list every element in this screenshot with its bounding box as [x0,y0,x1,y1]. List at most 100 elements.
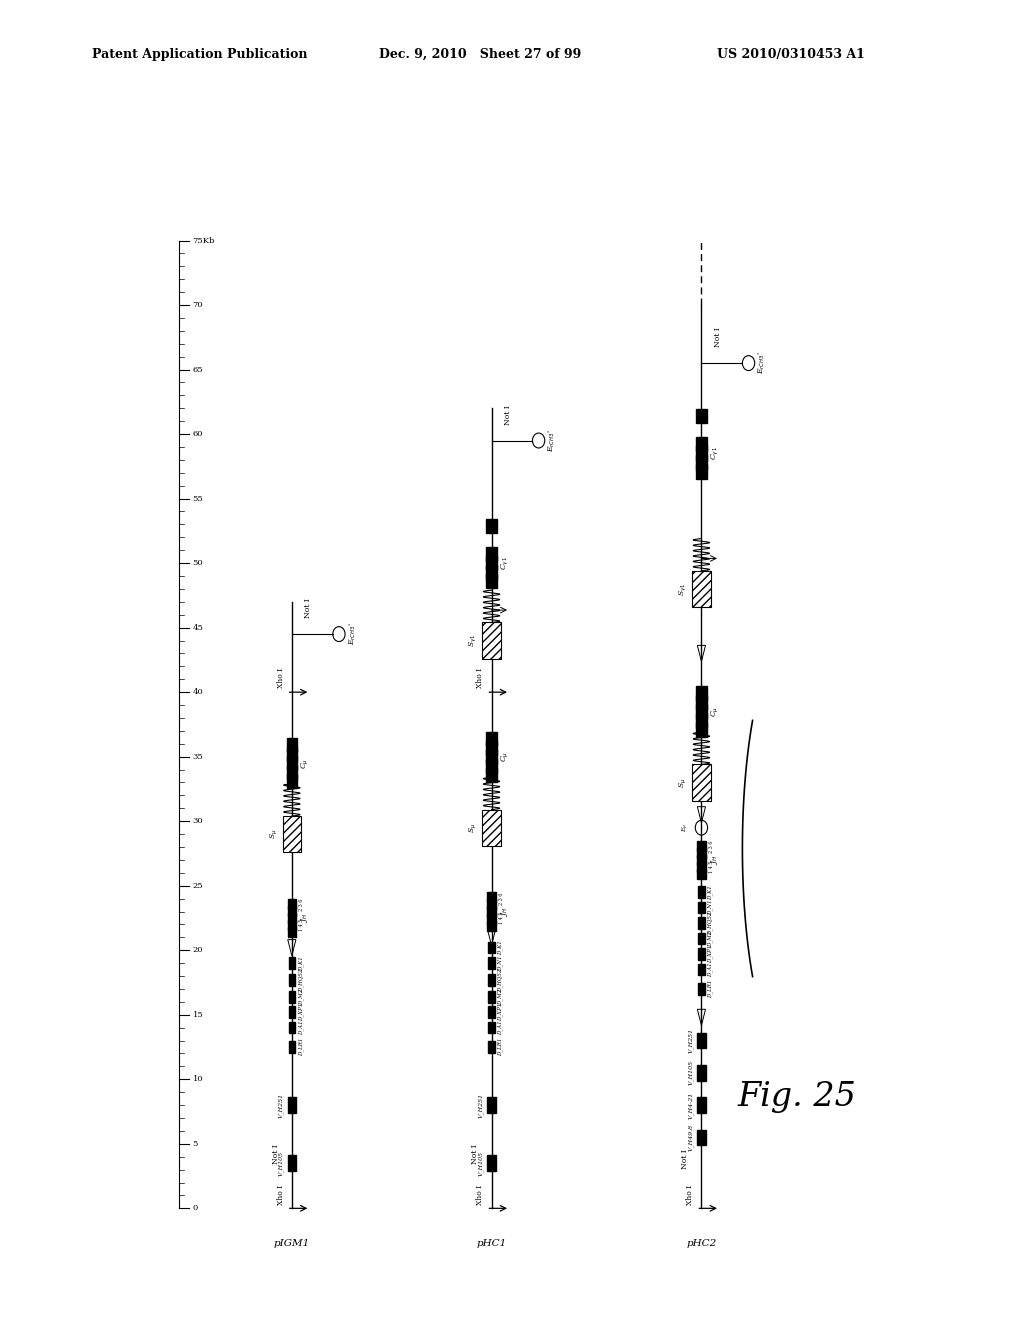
Text: D_XP1: D_XP1 [498,1003,503,1022]
Text: Fig. 25: Fig. 25 [737,1081,856,1113]
Bar [488,1006,495,1018]
Bar [288,927,296,937]
Bar [698,917,705,929]
Bar [697,841,706,851]
Text: 45: 45 [193,623,204,632]
Text: pIGM1: pIGM1 [273,1239,310,1249]
Bar [696,713,707,727]
Bar [697,847,706,858]
Text: D_M2: D_M2 [708,931,713,946]
Bar [287,766,297,779]
Bar [287,738,297,752]
Text: D_LR1: D_LR1 [498,1038,503,1056]
Text: D_HQ52: D_HQ52 [708,911,713,935]
Text: D_M2: D_M2 [498,989,503,1005]
Text: 40: 40 [193,688,203,696]
Text: V_H4-21: V_H4-21 [688,1092,693,1119]
Bar [488,1022,495,1034]
Text: D_HQ52: D_HQ52 [498,969,503,991]
Bar [696,686,707,701]
Bar [486,731,497,746]
Bar [698,964,705,975]
Bar [696,455,707,470]
Text: Not I: Not I [681,1150,689,1170]
Bar [696,446,707,461]
Text: 30: 30 [193,817,203,825]
Bar [697,862,706,873]
Bar [486,556,497,570]
Text: 55: 55 [193,495,203,503]
Text: C$_\mu$: C$_\mu$ [710,706,721,717]
Bar [288,920,296,931]
Bar [486,741,497,755]
Bar [289,1006,295,1018]
Bar [289,991,295,1002]
Bar [486,759,497,772]
Bar [698,948,705,960]
Bar [698,983,705,995]
Text: Xho I: Xho I [476,668,484,689]
Text: D_XP1: D_XP1 [708,945,713,964]
Bar [289,974,295,986]
Bar [486,750,497,764]
Bar [696,437,707,451]
Bar [486,574,497,589]
Bar [487,1155,496,1171]
Text: 50: 50 [193,560,203,568]
Bar [696,465,707,479]
Bar [697,855,706,865]
Text: Not I: Not I [714,327,722,347]
Text: J$_H$: J$_H$ [499,907,510,916]
Text: V_H49.8: V_H49.8 [688,1123,693,1151]
Bar [486,546,497,561]
Text: D_LR1: D_LR1 [708,979,713,998]
Text: 65: 65 [193,366,203,374]
Bar [482,623,501,659]
Bar [287,756,297,771]
Text: D_M2: D_M2 [298,989,303,1005]
Bar [692,764,711,800]
Bar [486,519,497,533]
Bar [488,942,495,953]
Bar [287,747,297,762]
Bar [288,1097,296,1113]
Text: D_N1: D_N1 [708,900,713,915]
Text: D_A1: D_A1 [708,962,713,977]
Text: 35: 35 [193,752,203,760]
Text: 2 3 6: 2 3 6 [299,899,304,911]
Text: Xho I: Xho I [686,1184,694,1205]
Bar [696,696,707,710]
Text: 1 4 5: 1 4 5 [709,861,714,873]
Text: pHC2: pHC2 [686,1239,717,1249]
Text: Not I: Not I [304,598,312,618]
Text: 1 4 5: 1 4 5 [499,912,504,924]
Text: D_LR1: D_LR1 [298,1038,303,1056]
Bar [288,906,296,916]
Text: C$_{\gamma1}$: C$_{\gamma1}$ [710,446,721,461]
Text: 5: 5 [193,1139,198,1148]
Text: E$_\mu$: E$_\mu$ [681,822,691,833]
Text: Not I: Not I [271,1144,280,1164]
Bar [487,920,496,931]
Bar [696,705,707,718]
Text: C$_\mu$: C$_\mu$ [500,751,511,762]
Text: US 2010/0310453 A1: US 2010/0310453 A1 [717,48,864,61]
Bar [697,1130,706,1144]
Text: D_A1: D_A1 [298,1020,303,1035]
Text: V_H251: V_H251 [478,1093,483,1118]
Bar [487,1097,496,1113]
Bar [697,1065,706,1081]
Text: S$_{\gamma1}$: S$_{\gamma1}$ [468,634,479,647]
Bar [487,907,496,916]
Bar [697,1032,706,1048]
Text: 0: 0 [193,1204,198,1212]
Text: D_N1: D_N1 [498,956,503,972]
Text: pHC1: pHC1 [476,1239,507,1249]
Bar [488,1041,495,1053]
Text: Not I: Not I [471,1144,479,1164]
Bar [488,957,495,969]
Text: 2 3 6: 2 3 6 [709,841,714,853]
Text: V_H105: V_H105 [279,1151,284,1176]
Bar [482,809,501,846]
Text: Dec. 9, 2010   Sheet 27 of 99: Dec. 9, 2010 Sheet 27 of 99 [379,48,582,61]
